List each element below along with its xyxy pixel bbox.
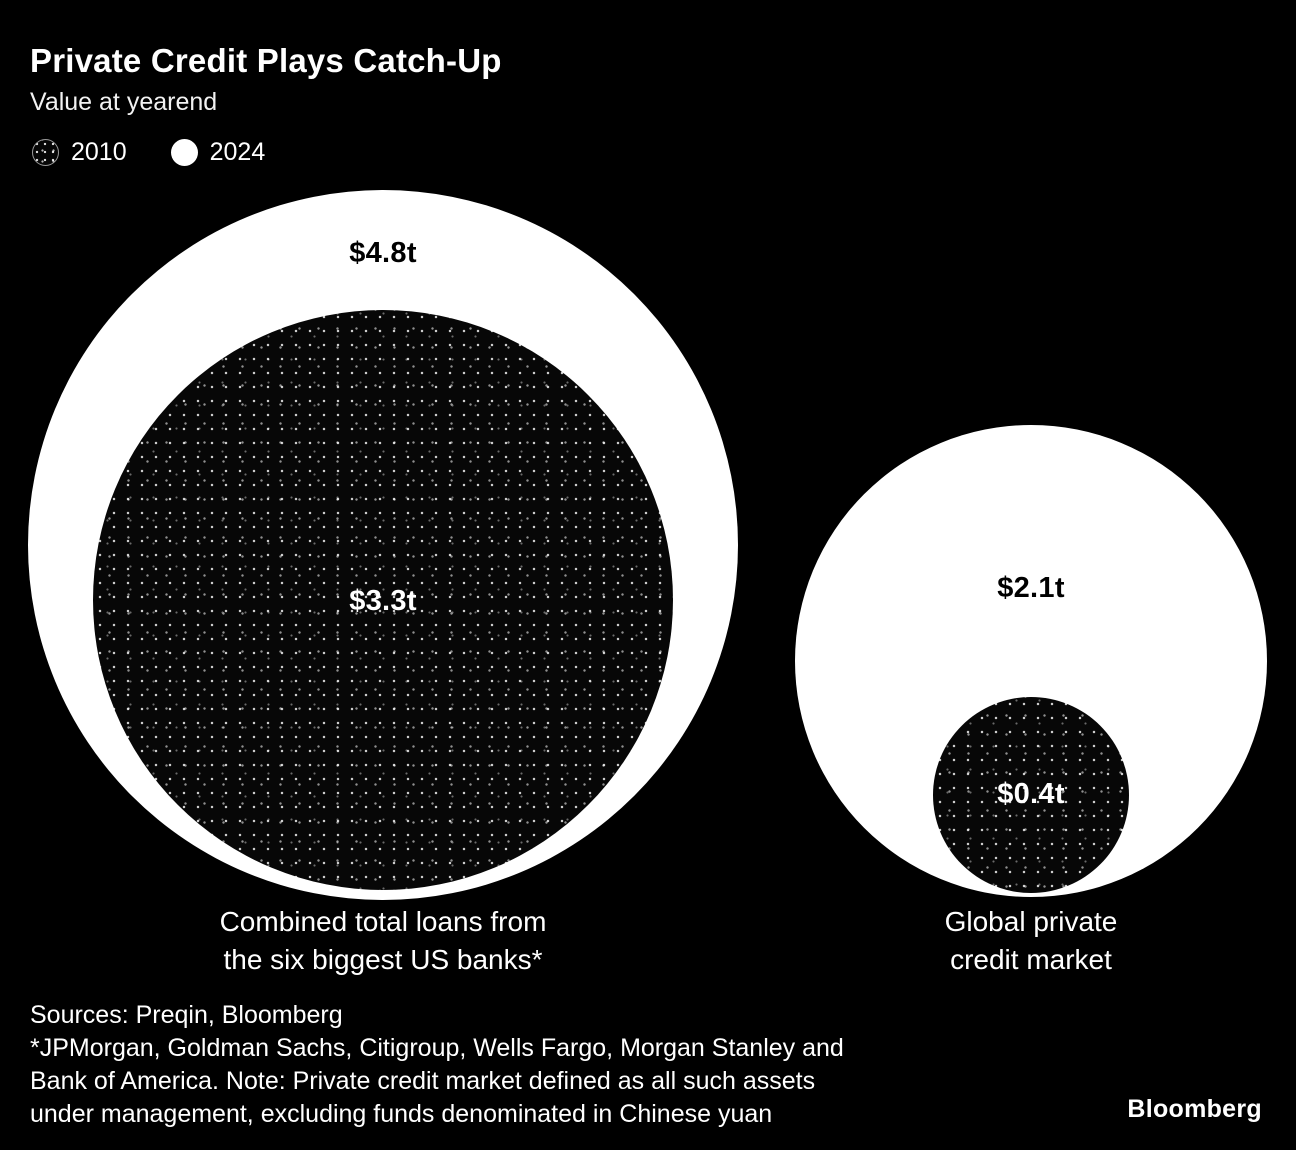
legend-swatch-dotted-circle-icon: [32, 139, 59, 166]
chart-title: Private Credit Plays Catch-Up: [30, 42, 502, 79]
footnote-line3: under management, excluding funds denomi…: [30, 1100, 773, 1128]
group-label-banks: Combined total loans from the six bigges…: [28, 903, 738, 979]
value-label-private-credit-2024: $2.1t: [997, 572, 1065, 604]
group-label-private-credit: Global private credit market: [795, 903, 1267, 979]
group-label-banks-line2: the six biggest US banks*: [223, 944, 543, 975]
legend-swatch-solid-circle-icon: [170, 139, 198, 166]
legend-item-2024: 2024: [170, 138, 266, 167]
bloomberg-logo: Bloomberg: [1127, 1095, 1262, 1123]
chart-subtitle: Value at yearend: [30, 88, 218, 116]
sources-line: Sources: Preqin, Bloomberg: [30, 1001, 343, 1029]
value-label-private-credit-2010: $0.4t: [997, 778, 1065, 810]
footnote-line1: *JPMorgan, Goldman Sachs, Citigroup, Wel…: [30, 1034, 844, 1062]
circle-banks-2010: [93, 310, 673, 890]
legend-label-2010: 2010: [71, 138, 127, 166]
legend-label-2024: 2024: [209, 138, 266, 166]
value-label-banks-2024: $4.8t: [349, 237, 417, 269]
chart-legend: 2010 2024: [32, 138, 265, 167]
group-label-private-credit-line1: Global private: [944, 906, 1118, 937]
footer: Sources: Preqin, Bloomberg *JPMorgan, Go…: [30, 999, 844, 1131]
footnote-line2: Bank of America. Note: Private credit ma…: [30, 1067, 816, 1095]
value-label-banks-2010: $3.3t: [349, 585, 417, 617]
group-label-banks-line1: Combined total loans from: [219, 906, 547, 937]
group-label-private-credit-line2: credit market: [950, 944, 1112, 975]
legend-item-2010: 2010: [32, 138, 127, 167]
circle-private-credit-2010: [933, 697, 1129, 893]
